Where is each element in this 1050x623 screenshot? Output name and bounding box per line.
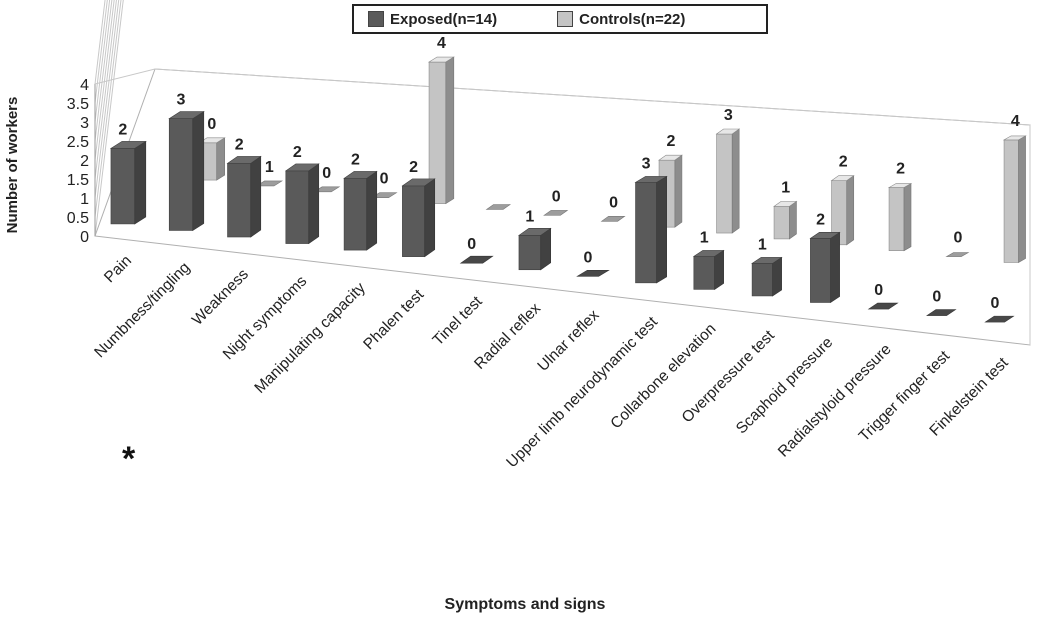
- bar-controls: [255, 180, 284, 187]
- bar-controls: [428, 56, 455, 205]
- legend-swatch-controls: [557, 11, 574, 27]
- data-label-exposed: 0: [932, 289, 941, 306]
- data-label-controls: 2: [896, 161, 905, 178]
- data-label-exposed: 0: [584, 249, 593, 266]
- bar-controls: [1002, 135, 1027, 263]
- data-label-exposed: 1: [758, 236, 767, 253]
- legend-label-controls: Controls(n=22): [579, 10, 686, 28]
- data-label-exposed: 1: [525, 208, 534, 225]
- bar-controls: [543, 210, 569, 216]
- bar-controls: [600, 215, 626, 222]
- bar-exposed: [401, 178, 436, 258]
- bar-exposed: [518, 227, 552, 271]
- chart-bars: [109, 56, 1027, 323]
- data-label-exposed: 0: [467, 236, 476, 253]
- data-label-exposed: 2: [409, 159, 418, 176]
- legend-label-exposed: Exposed(n=14): [390, 10, 498, 28]
- x-tick-label: Tinel test: [430, 293, 487, 350]
- bar-exposed: [809, 231, 841, 304]
- bar-exposed: [168, 111, 205, 232]
- data-label-exposed: 3: [642, 155, 651, 172]
- data-label-controls: 4: [437, 35, 446, 52]
- bar-exposed: [343, 170, 378, 251]
- y-tick-label: 1: [80, 191, 89, 208]
- data-label-controls: 4: [1011, 113, 1020, 130]
- y-tick-label: 4: [80, 77, 89, 94]
- bar-exposed: [284, 163, 320, 245]
- data-label-controls: 2: [839, 154, 848, 171]
- bar-controls: [485, 204, 512, 210]
- legend-swatch-exposed: [368, 11, 384, 27]
- x-tick-label: Pain: [101, 252, 135, 286]
- y-tick-label: 2: [80, 153, 89, 170]
- y-tick-label: 2.5: [67, 134, 89, 151]
- bar-controls: [773, 200, 798, 240]
- legend-item-exposed: Exposed(n=14): [354, 11, 497, 28]
- data-label-controls: 0: [207, 116, 216, 133]
- bar-controls: [945, 252, 970, 257]
- bar-controls: [887, 182, 913, 252]
- data-label-exposed: 2: [816, 211, 825, 228]
- data-label-controls: 0: [552, 188, 561, 205]
- bar-exposed: [925, 309, 957, 316]
- asterisk-annotation: *: [122, 440, 136, 478]
- bar-controls: [715, 128, 741, 234]
- data-label-controls: 1: [265, 159, 274, 176]
- data-label-exposed: 2: [351, 151, 360, 168]
- data-label-controls: 3: [724, 107, 733, 124]
- y-tick-label: 3.5: [67, 96, 89, 113]
- data-label-exposed: 0: [874, 282, 883, 299]
- x-tick-label: Ulnar reflex: [534, 307, 602, 375]
- data-label-exposed: 3: [177, 92, 186, 109]
- data-label-controls: 0: [322, 165, 331, 182]
- data-label-exposed: 2: [293, 144, 302, 161]
- x-tick-label: Radial reflex: [471, 300, 544, 373]
- x-tick-label: Radialstyloid pressure: [775, 341, 895, 461]
- data-label-exposed: 0: [990, 295, 999, 312]
- legend: Exposed(n=14) Controls(n=22): [352, 4, 768, 34]
- x-tick-label: Weakness: [189, 266, 252, 329]
- data-label-controls: 0: [609, 194, 618, 211]
- x-tick-label: Phalen test: [360, 286, 427, 353]
- data-label-controls: 1: [781, 179, 790, 196]
- data-label-exposed: 2: [235, 136, 244, 153]
- bar-controls: [313, 186, 341, 193]
- data-label-controls: 0: [380, 171, 389, 188]
- bar-exposed: [984, 315, 1015, 323]
- data-label-controls: 2: [667, 133, 676, 150]
- bar-exposed: [576, 269, 610, 277]
- data-label-exposed: 1: [700, 229, 709, 246]
- bar-exposed: [459, 255, 494, 264]
- x-axis-title: Symptoms and signs: [444, 596, 606, 613]
- legend-item-controls: Controls(n=22): [543, 11, 685, 28]
- y-tick-label: 3: [80, 115, 89, 132]
- bar-exposed: [226, 155, 262, 238]
- chart-axes: [94, 0, 1031, 346]
- bar-exposed: [634, 175, 668, 284]
- bar-exposed: [867, 302, 899, 310]
- y-tick-label: 1.5: [67, 172, 89, 189]
- x-tick-label: Manipulating capacity: [251, 279, 369, 397]
- bar-exposed: [109, 140, 147, 225]
- bar-controls: [830, 175, 855, 246]
- y-tick-label: 0: [80, 229, 89, 246]
- y-tick-label: 0.5: [67, 210, 89, 227]
- data-label-exposed: 2: [118, 121, 127, 138]
- bar-exposed: [692, 249, 725, 290]
- y-axis-title: Number of workers: [4, 97, 21, 234]
- data-label-controls: 0: [953, 230, 962, 247]
- bar-exposed: [751, 256, 783, 297]
